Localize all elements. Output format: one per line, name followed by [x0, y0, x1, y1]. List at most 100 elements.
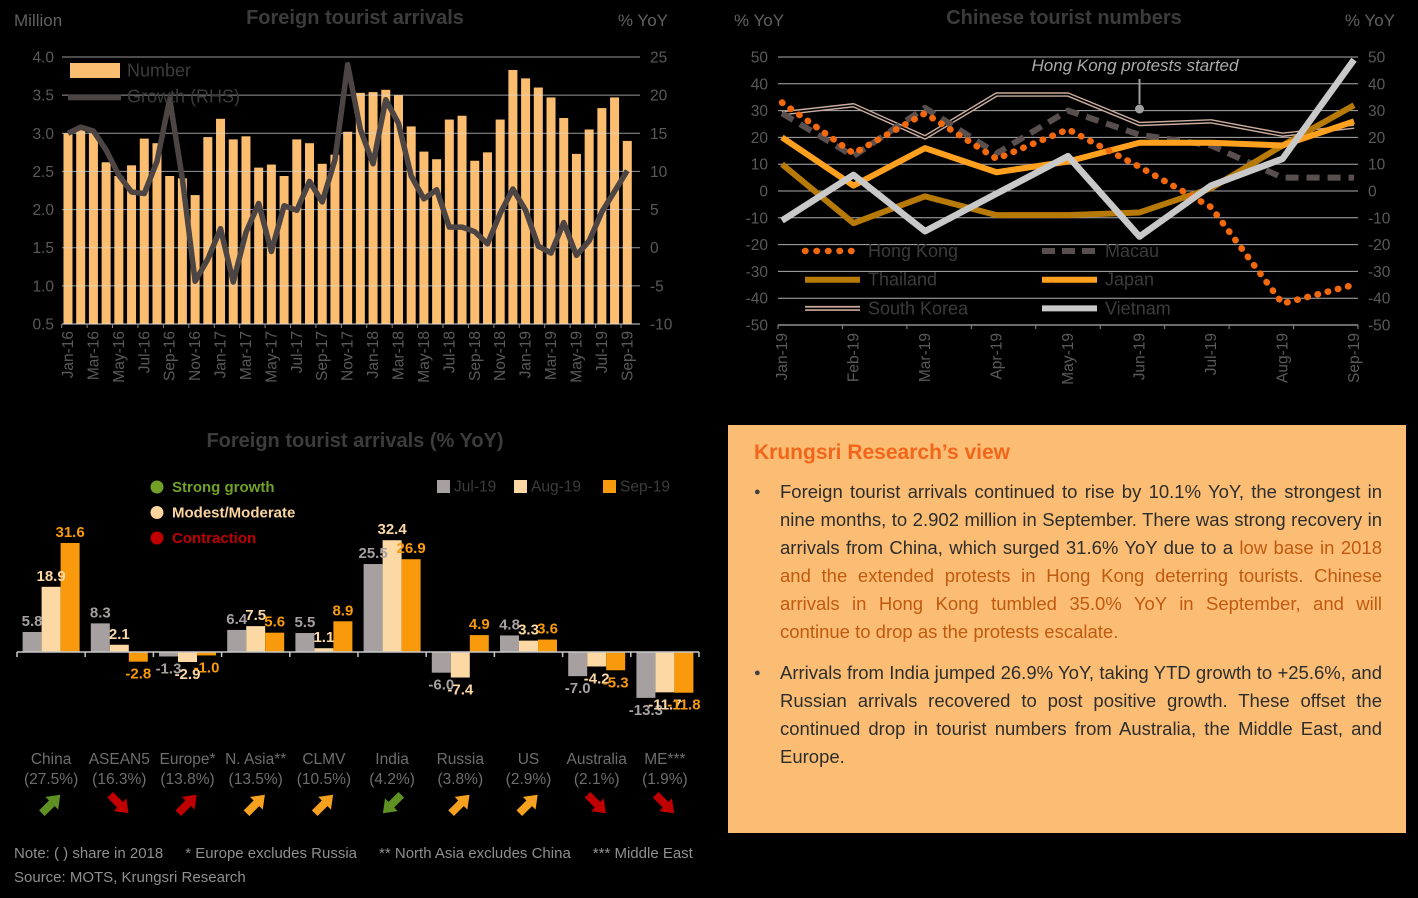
svg-text:Jul-18: Jul-18: [441, 331, 458, 373]
svg-text:-1.3: -1.3: [156, 660, 182, 677]
trend-arrow-up-icon: [243, 794, 265, 817]
arrival-bar: [177, 178, 187, 324]
svg-text:(4.2%): (4.2%): [369, 771, 415, 788]
note-middle-east: *** Middle East: [592, 845, 693, 862]
svg-text:2.1: 2.1: [109, 626, 130, 643]
svg-text:-6.0: -6.0: [428, 677, 454, 694]
svg-text:-40: -40: [1368, 291, 1391, 308]
svg-text:32.4: 32.4: [377, 521, 407, 538]
svg-text:6.4: 6.4: [226, 611, 248, 628]
yoy-bar: [227, 629, 247, 652]
yoy-bar: [265, 632, 285, 652]
arrivals-left-axis-label: Million: [14, 11, 63, 30]
arrival-bar: [216, 118, 226, 324]
yoy-bar: [22, 631, 42, 652]
chinese-right-axis-label: % YoY: [1344, 11, 1395, 30]
arrival-bar: [495, 119, 505, 324]
arrival-bar: [317, 163, 327, 324]
arrival-bar: [76, 126, 86, 324]
arrival-bar: [88, 133, 98, 324]
arrival-bar: [127, 165, 137, 324]
svg-text:Mar-17: Mar-17: [238, 331, 255, 380]
svg-text:Sep-16: Sep-16: [162, 331, 179, 381]
svg-text:Australia: Australia: [567, 751, 628, 768]
svg-text:Sep-17: Sep-17: [314, 331, 331, 381]
svg-text:3.5: 3.5: [32, 88, 54, 105]
chinese-left-axis-label: % YoY: [734, 11, 785, 30]
svg-text:3.0: 3.0: [32, 126, 54, 143]
svg-text:(13.8%): (13.8%): [160, 771, 214, 788]
svg-text:Thailand: Thailand: [868, 270, 937, 290]
bullet-marker-icon: ●: [754, 486, 761, 498]
series-line-vietnam: [780, 57, 1357, 240]
bullet-text: Foreign tourist arrivals continued to ri…: [780, 481, 1382, 642]
svg-text:Jul-16: Jul-16: [136, 331, 153, 373]
svg-text:Mar-18: Mar-18: [390, 331, 407, 380]
panel-title: Krungsri Research’s view: [754, 441, 1010, 464]
svg-text:18.9: 18.9: [36, 568, 65, 585]
svg-text:ASEAN5: ASEAN5: [89, 751, 150, 768]
svg-text:-11.8: -11.8: [667, 697, 700, 714]
arrival-bar: [254, 167, 264, 324]
svg-text:(1.9%): (1.9%): [642, 771, 688, 788]
chinese-chart: Chinese tourist numbers % YoY % YoY Hong…: [710, 0, 1418, 415]
yoy-bar: [655, 652, 675, 693]
trend-arrow-down-icon: [652, 791, 675, 814]
note-line: Note: ( ) share in 2018 * Europe excludes…: [14, 845, 715, 862]
svg-text:Growth (RHS): Growth (RHS): [127, 87, 240, 107]
yoy-chart: Foreign tourist arrivals (% YoY) 5.8 8.3 -…: [0, 420, 710, 898]
svg-text:-20: -20: [746, 237, 769, 254]
status-dot-icon: [150, 480, 164, 494]
yoy-bar: [246, 626, 266, 652]
svg-text:India: India: [375, 751, 409, 768]
svg-text:Jul-19: Jul-19: [1203, 333, 1220, 375]
svg-text:Aug-19: Aug-19: [531, 479, 581, 496]
svg-text:Vietnam: Vietnam: [1105, 298, 1171, 318]
note-share: Note: ( ) share in 2018: [14, 845, 164, 862]
arrival-bar: [368, 92, 378, 324]
series-line-hong-kong: [778, 99, 1358, 307]
chinese-chart-plot: 50 50 40 40 30 30 20 20 10 10 0 0 -10 -10 -20 -20 -30 -30…: [746, 50, 1391, 385]
svg-text:10: 10: [751, 157, 769, 174]
yoy-bar: [401, 559, 421, 652]
arrival-bar: [305, 143, 315, 324]
yoy-bar: [178, 652, 197, 663]
svg-text:-10: -10: [650, 317, 673, 334]
yoy-bar: [41, 586, 61, 652]
svg-text:15: 15: [650, 126, 667, 143]
svg-text:Macau: Macau: [1105, 241, 1159, 261]
svg-text:Sep-19: Sep-19: [1346, 333, 1363, 383]
svg-text:May-19: May-19: [1060, 333, 1077, 385]
yoy-bar: [333, 621, 353, 652]
svg-text:May-16: May-16: [111, 331, 128, 383]
svg-text:-4.2: -4.2: [584, 670, 610, 687]
series-line-japan: [780, 118, 1355, 189]
svg-text:-10: -10: [1368, 210, 1391, 227]
svg-text:5: 5: [650, 202, 659, 219]
svg-text:Apr-19: Apr-19: [989, 333, 1006, 380]
svg-text:China: China: [31, 751, 72, 768]
svg-text:0.5: 0.5: [32, 317, 54, 334]
svg-text:Jul-19: Jul-19: [594, 331, 611, 373]
yoy-bar: [109, 644, 129, 652]
svg-text:0: 0: [759, 184, 768, 201]
svg-text:25: 25: [650, 50, 667, 67]
arrivals-chart-plot: 4.0 3.5 3.0 2.5 2.0 1.5 1.0 0.5 25 20 15 10 5 0 -5 -10 J…: [32, 50, 673, 383]
yoy-bar: [606, 652, 626, 671]
svg-text:-13.3: -13.3: [629, 702, 663, 719]
svg-text:1.0: 1.0: [32, 278, 54, 295]
arrival-bar: [521, 78, 531, 324]
yoy-bar: [587, 652, 607, 667]
yoy-bar: [128, 652, 148, 662]
svg-text:Russia: Russia: [437, 751, 485, 768]
svg-text:8.3: 8.3: [90, 604, 111, 621]
svg-text:-7.4: -7.4: [447, 682, 474, 699]
arrival-bar: [203, 137, 213, 324]
svg-text:ME***: ME***: [644, 751, 685, 768]
svg-text:50: 50: [1368, 50, 1386, 67]
svg-text:Nov-17: Nov-17: [340, 331, 357, 381]
arrival-bar: [622, 140, 632, 324]
svg-text:-50: -50: [1368, 318, 1391, 335]
svg-text:Jul-17: Jul-17: [289, 331, 306, 373]
arrival-bar: [546, 97, 556, 324]
